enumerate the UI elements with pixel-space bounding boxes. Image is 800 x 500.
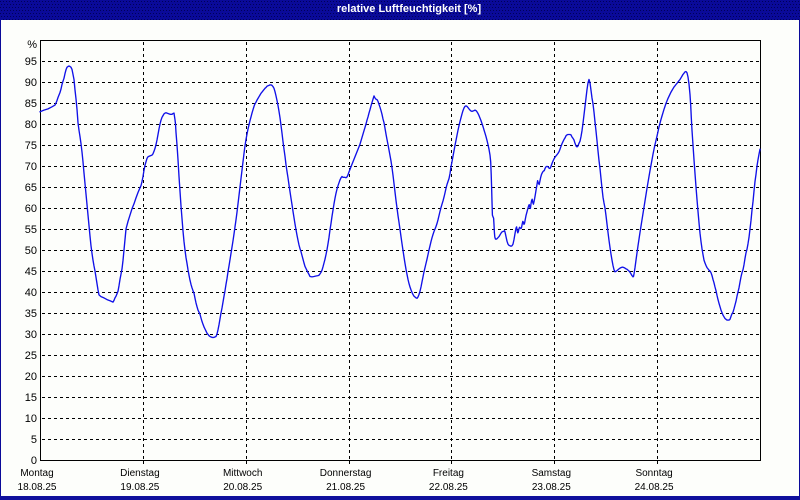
svg-text:40: 40: [25, 287, 37, 299]
svg-text:10: 10: [25, 413, 37, 425]
svg-text:20.08.25: 20.08.25: [223, 482, 262, 493]
svg-text:85: 85: [25, 98, 37, 110]
svg-text:21.08.25: 21.08.25: [326, 482, 365, 493]
svg-text:23.08.25: 23.08.25: [532, 482, 571, 493]
svg-text:24.08.25: 24.08.25: [635, 482, 674, 493]
svg-text:65: 65: [25, 182, 37, 194]
svg-text:45: 45: [25, 266, 37, 278]
svg-text:5: 5: [31, 434, 37, 446]
svg-text:%: %: [27, 39, 37, 51]
svg-text:50: 50: [25, 245, 37, 257]
svg-text:55: 55: [25, 224, 37, 236]
svg-text:95: 95: [25, 56, 37, 68]
svg-text:19.08.25: 19.08.25: [120, 482, 159, 493]
svg-text:70: 70: [25, 161, 37, 173]
svg-text:Freitag: Freitag: [433, 468, 464, 479]
svg-text:80: 80: [25, 119, 37, 131]
svg-text:25: 25: [25, 350, 37, 362]
svg-text:60: 60: [25, 203, 37, 215]
svg-text:Mittwoch: Mittwoch: [223, 468, 262, 479]
svg-text:18.08.25: 18.08.25: [18, 482, 57, 493]
svg-text:Samstag: Samstag: [532, 468, 571, 479]
svg-text:35: 35: [25, 308, 37, 320]
svg-text:90: 90: [25, 77, 37, 89]
svg-text:Donnerstag: Donnerstag: [320, 468, 372, 479]
svg-text:Sonntag: Sonntag: [635, 468, 672, 479]
svg-text:15: 15: [25, 392, 37, 404]
svg-text:0: 0: [31, 455, 37, 467]
svg-text:30: 30: [25, 329, 37, 341]
svg-text:75: 75: [25, 140, 37, 152]
svg-text:Dienstag: Dienstag: [120, 468, 159, 479]
svg-text:20: 20: [25, 371, 37, 383]
svg-text:Montag: Montag: [20, 468, 53, 479]
svg-text:22.08.25: 22.08.25: [429, 482, 468, 493]
